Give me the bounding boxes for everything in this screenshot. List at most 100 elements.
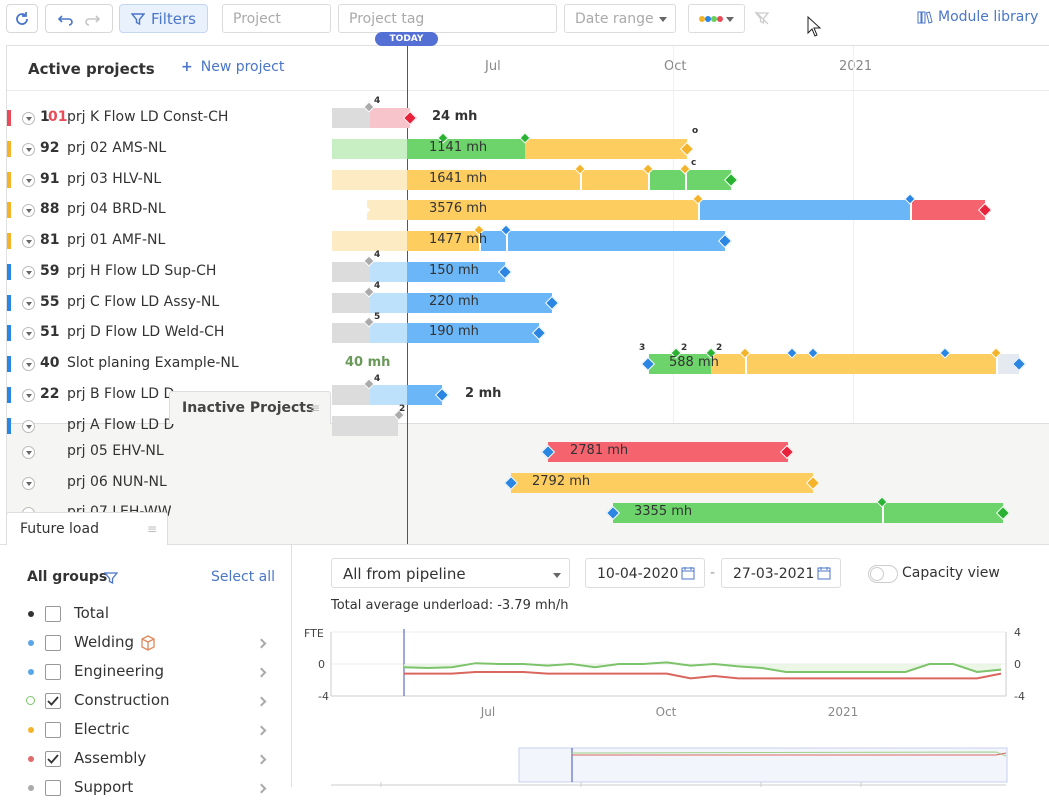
new-project-button[interactable]: + New project [181, 59, 284, 75]
capacity-view-toggle[interactable] [868, 565, 898, 583]
date-from-input[interactable]: 10-04-2020 [585, 558, 705, 588]
project-name[interactable]: prj A Flow LD D [67, 417, 175, 433]
expand-chevron-icon[interactable] [22, 420, 35, 433]
group-checkbox[interactable] [45, 664, 61, 680]
group-checkbox[interactable] [45, 693, 61, 709]
gantt-bar-segment[interactable] [407, 170, 649, 190]
gantt-bar-segment[interactable] [699, 200, 911, 220]
future-load-tab[interactable]: Future load ≡ [6, 512, 168, 545]
module-library-link[interactable]: Module library [917, 9, 1038, 25]
gantt-bar-segment[interactable] [370, 385, 407, 405]
gantt-bar-segment[interactable] [407, 231, 479, 251]
expand-chevron-icon[interactable] [22, 477, 35, 490]
calendar-icon[interactable] [817, 566, 831, 580]
group-item[interactable]: Construction [0, 691, 290, 713]
chevron-right-icon[interactable] [256, 725, 267, 736]
gantt-bar-segment[interactable] [370, 323, 407, 343]
inactive-projects-tab[interactable]: Inactive Projects ≡ [169, 391, 331, 424]
chevron-right-icon[interactable] [256, 696, 267, 707]
project-name[interactable]: prj 06 NUN-NL [67, 474, 167, 490]
group-checkbox[interactable] [45, 635, 61, 651]
chevron-right-icon[interactable] [256, 783, 267, 794]
project-name[interactable]: prj 03 HLV-NL [67, 171, 162, 187]
project-name[interactable]: prj D Flow LD Weld-CH [67, 324, 225, 340]
pipeline-select[interactable]: All from pipeline [331, 558, 570, 588]
gantt-bar-segment[interactable] [407, 262, 505, 282]
gantt-bar-segment[interactable] [997, 354, 1019, 374]
clear-filter-icon[interactable] [754, 10, 770, 26]
gantt-bar-segment[interactable] [407, 200, 699, 220]
filters-button[interactable]: Filters [119, 4, 208, 33]
expand-chevron-icon[interactable] [22, 327, 35, 340]
group-checkbox[interactable] [45, 722, 61, 738]
group-item[interactable]: Assembly [0, 749, 290, 771]
gantt-bar-segment[interactable] [332, 231, 407, 251]
gantt-bar-segment[interactable] [332, 385, 370, 405]
expand-chevron-icon[interactable] [22, 112, 35, 125]
group-item[interactable]: Total [0, 604, 290, 626]
gantt-bar-segment[interactable] [407, 385, 442, 405]
gantt-bar-segment[interactable] [649, 170, 731, 190]
gantt-bar-segment[interactable] [407, 293, 552, 313]
expand-chevron-icon[interactable] [22, 446, 35, 459]
gantt-bar-segment[interactable] [548, 442, 788, 462]
project-input[interactable]: Project [222, 4, 331, 33]
project-name[interactable]: prj C Flow LD Assy-NL [67, 294, 220, 310]
gantt-bar-segment[interactable] [370, 108, 410, 128]
group-checkbox[interactable] [45, 751, 61, 767]
refresh-button[interactable] [6, 4, 38, 33]
expand-chevron-icon[interactable] [22, 358, 35, 371]
chevron-right-icon[interactable] [256, 667, 267, 678]
gantt-bar-segment[interactable] [332, 323, 370, 343]
select-all-link[interactable]: Select all [211, 569, 275, 585]
project-name[interactable]: prj 02 AMS-NL [67, 140, 167, 156]
drag-handle-icon[interactable]: ≡ [146, 522, 157, 536]
group-checkbox[interactable] [45, 606, 61, 622]
gantt-bar-segment[interactable] [511, 473, 813, 493]
project-name[interactable]: prj K Flow LD Const-CH [67, 109, 229, 125]
gantt-bar-segment[interactable] [332, 139, 407, 159]
expand-chevron-icon[interactable] [22, 204, 35, 217]
drag-handle-icon[interactable]: ≡ [309, 401, 320, 415]
undo-icon[interactable] [55, 12, 75, 26]
gantt-bar-segment[interactable] [332, 416, 398, 436]
gantt-bar-segment[interactable] [407, 139, 525, 159]
redo-icon[interactable] [83, 12, 103, 26]
gantt-bar-segment[interactable] [332, 170, 407, 190]
gantt-bar-segment[interactable] [525, 139, 687, 159]
gantt-bar-segment[interactable] [367, 200, 407, 220]
project-name[interactable]: Slot planing Example-NL [67, 355, 239, 371]
project-name[interactable]: prj H Flow LD Sup-CH [67, 263, 217, 279]
expand-chevron-icon[interactable] [22, 143, 35, 156]
gantt-bar-segment[interactable] [649, 354, 711, 374]
chevron-right-icon[interactable] [256, 754, 267, 765]
group-item[interactable]: Welding [0, 633, 290, 655]
color-filter-select[interactable] [688, 4, 745, 33]
group-item[interactable]: Support [0, 778, 290, 800]
chevron-right-icon[interactable] [256, 638, 267, 649]
expand-chevron-icon[interactable] [22, 389, 35, 402]
project-name[interactable]: prj 04 BRD-NL [67, 201, 166, 217]
calendar-icon[interactable] [681, 566, 695, 580]
gantt-bar-segment[interactable] [332, 262, 370, 282]
gantt-bar-segment[interactable] [332, 293, 370, 313]
project-name[interactable]: prj 05 EHV-NL [67, 443, 164, 459]
gantt-bar-segment[interactable] [711, 354, 997, 374]
filter-icon[interactable] [104, 571, 118, 585]
gantt-bar-segment[interactable] [370, 293, 407, 313]
group-checkbox[interactable] [45, 780, 61, 796]
project-name[interactable]: prj 01 AMF-NL [67, 232, 166, 248]
project-tag-input[interactable]: Project tag [338, 4, 557, 33]
gantt-bar-segment[interactable] [407, 323, 539, 343]
gantt-bar-segment[interactable] [479, 231, 725, 251]
gantt-bar-segment[interactable] [911, 200, 985, 220]
expand-chevron-icon[interactable] [22, 297, 35, 310]
gantt-bar-segment[interactable] [370, 262, 407, 282]
expand-chevron-icon[interactable] [22, 235, 35, 248]
group-item[interactable]: Engineering [0, 662, 290, 684]
date-to-input[interactable]: 27-03-2021 [721, 558, 841, 588]
group-item[interactable]: Electric [0, 720, 290, 742]
expand-chevron-icon[interactable] [22, 174, 35, 187]
project-name[interactable]: prj B Flow LD D [67, 386, 175, 402]
date-range-select[interactable]: Date range [564, 4, 676, 33]
